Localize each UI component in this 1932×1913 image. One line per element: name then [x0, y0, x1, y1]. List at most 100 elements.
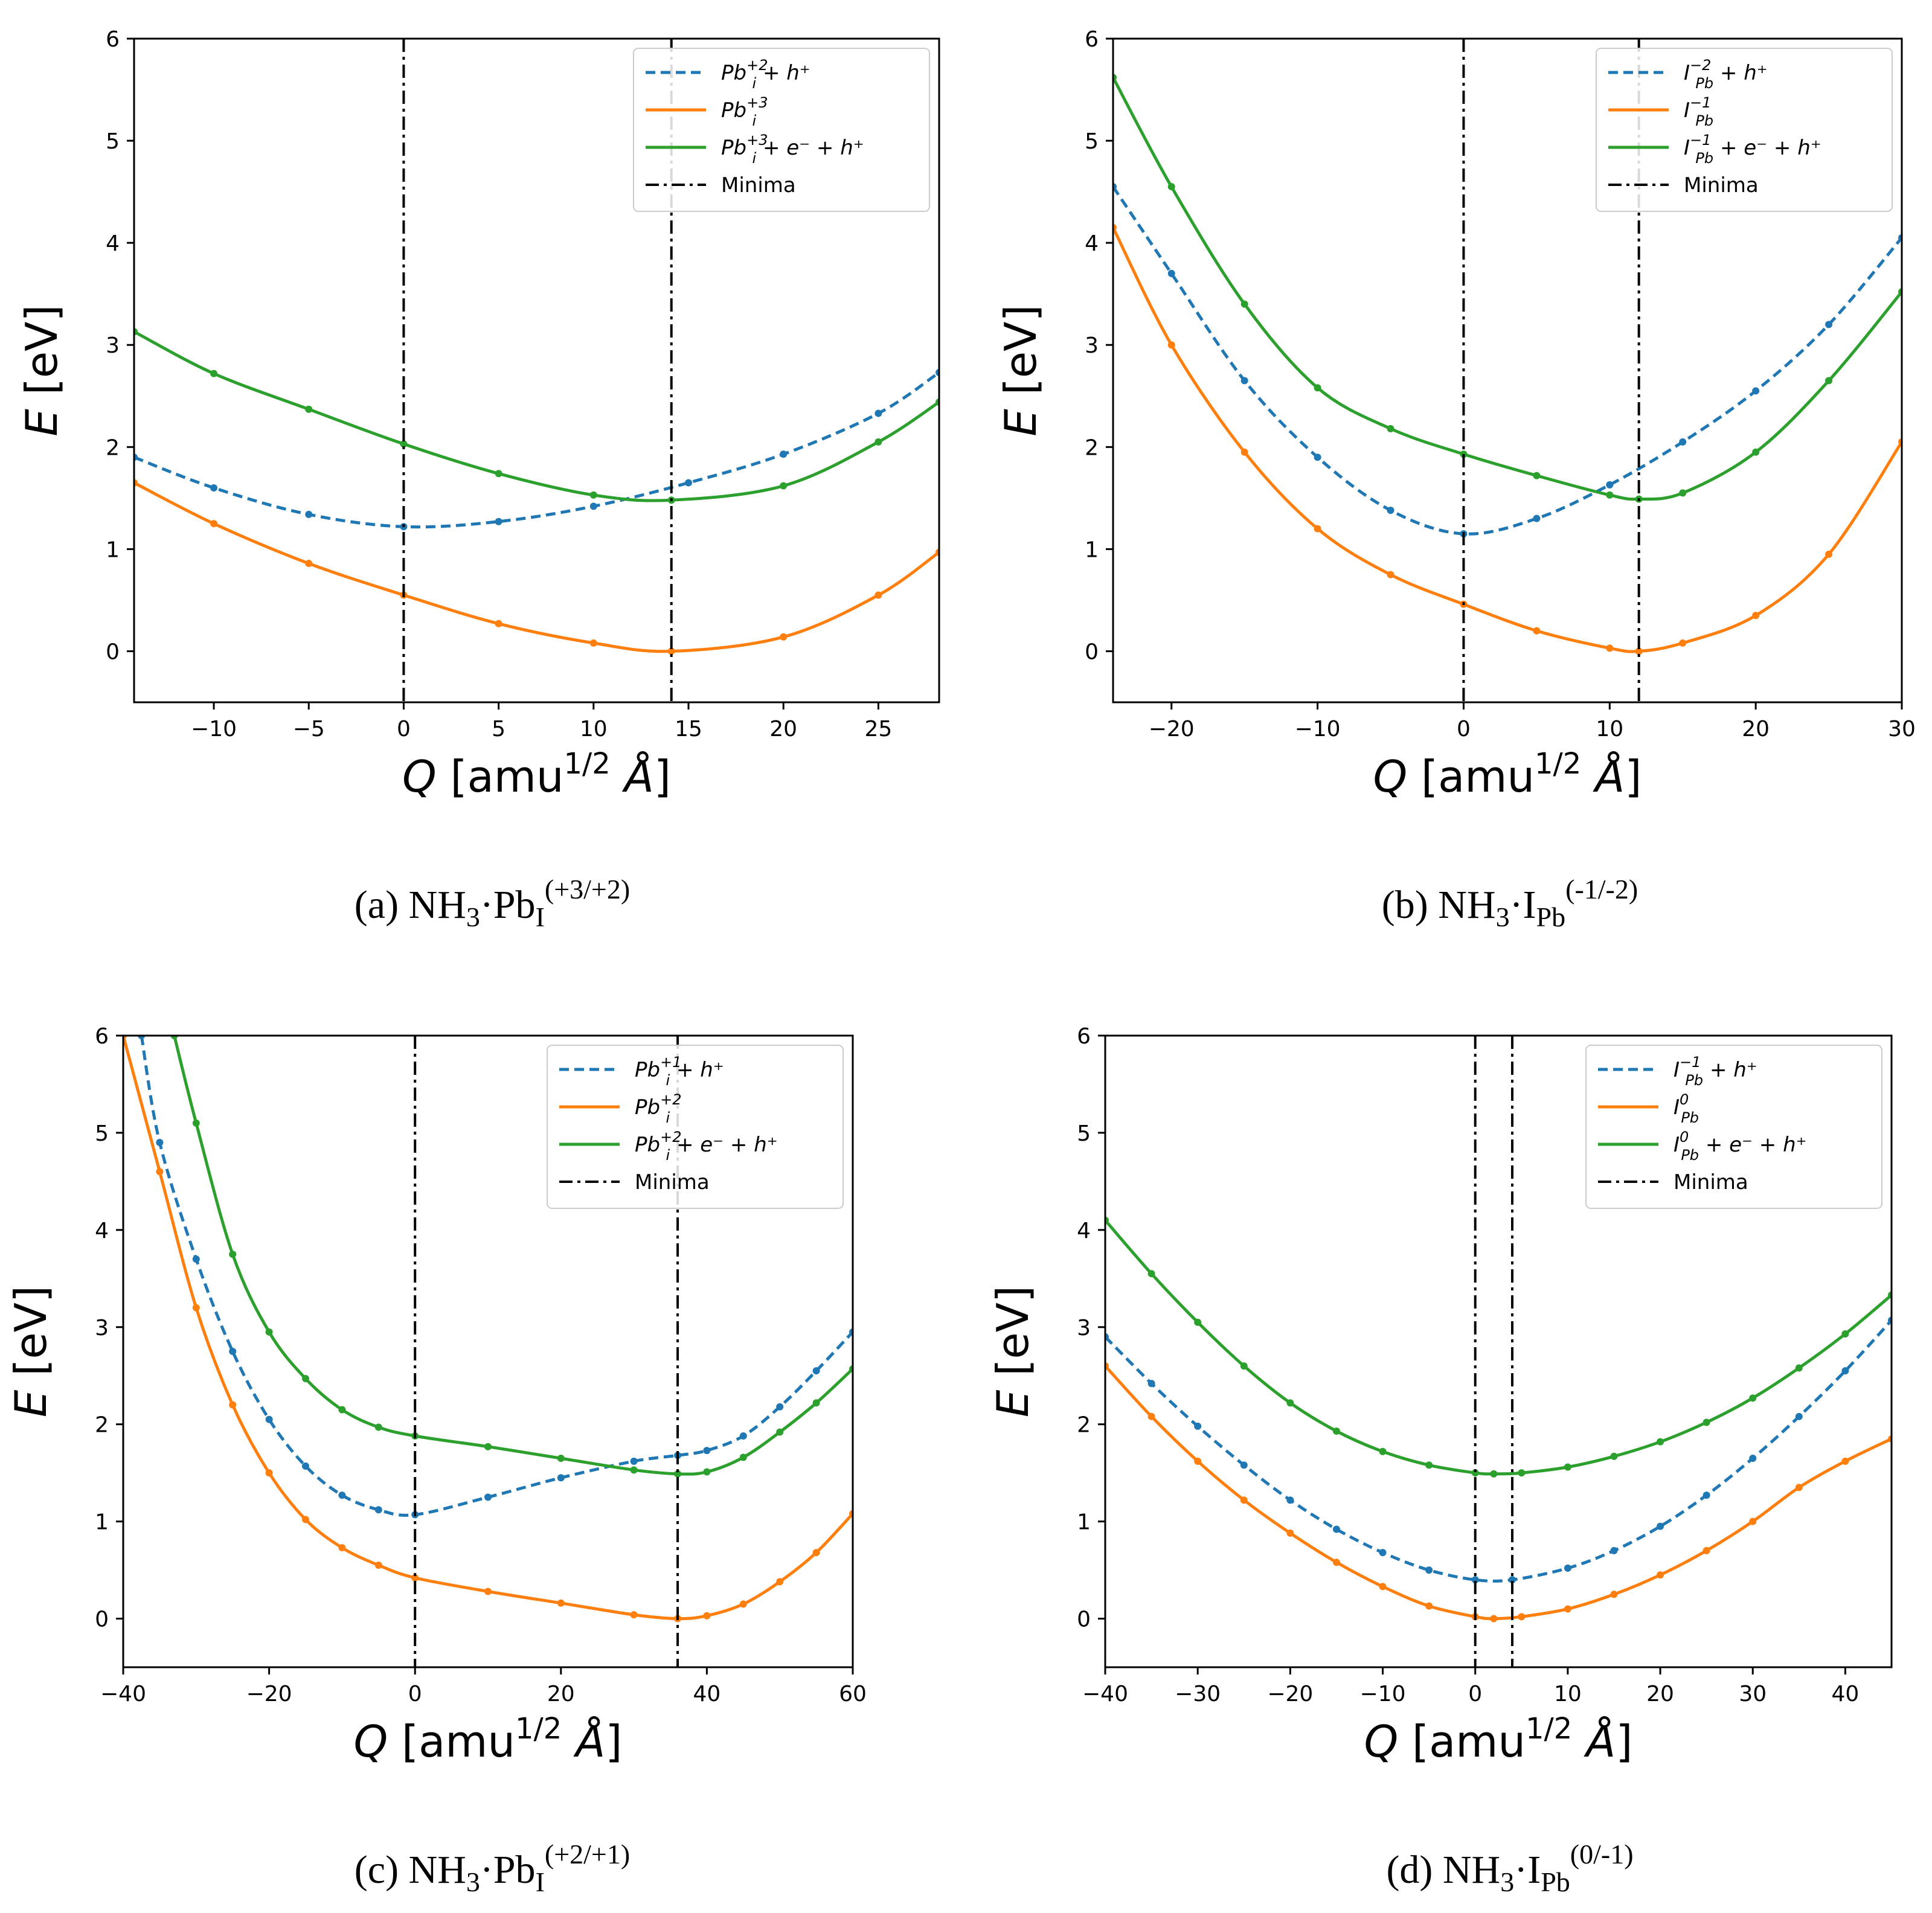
legend: I−1 Pb + h⁺I0 Pb I0 Pb + e⁻ + h⁺ Minima: [1585, 1045, 1882, 1209]
data-point: [265, 1469, 273, 1477]
legend-label-2: Pb+3 i: [721, 94, 768, 129]
data-point: [1749, 1517, 1757, 1525]
y-tick-label: 6: [1085, 27, 1099, 52]
data-point: [1679, 639, 1687, 647]
series-line-1: [1105, 1319, 1892, 1583]
data-point: [156, 1139, 164, 1147]
legend-minima-label: Minima: [635, 1170, 710, 1194]
y-tick-label: 2: [1085, 435, 1099, 460]
data-point: [875, 438, 882, 446]
data-point: [630, 1611, 638, 1619]
series-line-3: [134, 330, 939, 502]
y-tick-label: 0: [95, 1607, 109, 1632]
data-point: [1703, 1546, 1710, 1554]
data-point: [1147, 1380, 1155, 1388]
data-point: [703, 1447, 711, 1455]
data-point: [302, 1375, 309, 1383]
data-point: [338, 1544, 346, 1552]
y-axis-label: E [eV]: [16, 304, 67, 436]
data-point: [305, 405, 313, 413]
x-tick-label: 25: [864, 717, 892, 742]
x-tick-label: −40: [1082, 1682, 1128, 1706]
legend-minima-label: Minima: [1674, 1170, 1748, 1194]
chart-panel-b: −20 −10 0 10 20 30 0 1 2 3 4 5 6 Q [amu1/2 Å] E [eV] I−…: [995, 27, 1916, 932]
legend: Pb+2 i + h⁺Pb+3 iPb+3 i + e⁻ + h⁺ Minima: [633, 48, 930, 212]
data-point: [1518, 1613, 1526, 1621]
data-point: [1795, 1364, 1803, 1372]
y-tick-label: 4: [95, 1219, 109, 1243]
x-tick-label: 15: [675, 717, 702, 742]
data-point: [1841, 1330, 1849, 1338]
legend-label-1: Pb+2 i + h⁺: [721, 57, 810, 92]
data-point: [1194, 1422, 1202, 1430]
data-point: [1490, 1615, 1498, 1623]
chart-panel-c: −40 −20 0 20 40 60 0 1 2 3 4 5 6 Q [amu1/2 Å] E [eV] Pb…: [5, 1024, 867, 1897]
data-point: [589, 491, 597, 499]
data-point: [1286, 1399, 1294, 1407]
data-point: [1657, 1522, 1664, 1530]
data-point: [1379, 1447, 1387, 1455]
data-point: [210, 484, 218, 492]
x-tick-label: 40: [1832, 1682, 1860, 1706]
data-point: [1703, 1492, 1710, 1499]
data-point: [1749, 1455, 1757, 1463]
data-point: [1606, 481, 1614, 489]
x-tick-label: 10: [580, 717, 608, 742]
x-tick-label: 0: [1468, 1682, 1482, 1706]
data-point: [1606, 644, 1614, 652]
y-tick-label: 0: [1077, 1607, 1091, 1632]
data-point: [776, 1428, 784, 1436]
data-point: [557, 1455, 565, 1463]
axes-frame: [133, 37, 940, 703]
data-point: [229, 1251, 237, 1258]
data-point: [411, 1574, 419, 1581]
data-point: [780, 450, 788, 458]
y-axis-label: E [eV]: [987, 1286, 1038, 1417]
data-point: [1314, 384, 1321, 392]
data-point: [1564, 1463, 1571, 1471]
legend-label-1: Pb+1 i + h⁺: [635, 1054, 724, 1089]
data-point: [1564, 1605, 1571, 1613]
series-line-2: [1113, 226, 1902, 653]
data-point: [1841, 1457, 1849, 1465]
data-point: [1332, 1427, 1340, 1435]
data-point: [1314, 525, 1321, 533]
data-point: [400, 440, 408, 448]
data-point: [210, 370, 218, 377]
y-tick-label: 4: [1077, 1219, 1091, 1243]
x-tick-label: 10: [1596, 717, 1623, 742]
data-point: [192, 1255, 200, 1263]
data-point: [338, 1406, 346, 1414]
data-point: [1841, 1367, 1849, 1375]
x-axis-label: Q [amu1/2 Å]: [402, 747, 671, 802]
data-point: [192, 1119, 200, 1127]
data-point: [875, 591, 882, 599]
data-point: [674, 1470, 682, 1478]
data-point: [812, 1399, 820, 1407]
legend-minima-label: Minima: [721, 173, 796, 197]
y-tick-label: 3: [106, 333, 120, 358]
data-point: [1679, 489, 1687, 497]
data-point: [1490, 1470, 1498, 1478]
legend: Pb+1 i + h⁺Pb+2 iPb+2 i + e⁻ + h⁺ Minima: [547, 1045, 844, 1209]
x-tick-label: −30: [1175, 1682, 1221, 1706]
x-tick-label: 0: [397, 717, 411, 742]
data-point: [374, 1423, 382, 1431]
legend-label-2: I−1 Pb: [1684, 94, 1713, 129]
y-tick-label: 6: [1077, 1024, 1091, 1049]
data-point: [495, 518, 502, 525]
chart-panel-a: −10 −5 0 5 10 15 20 25 0 1 2 3 4 5 6 Q [amu1/2 Å] E [eV]…: [16, 27, 940, 932]
data-point: [265, 1415, 273, 1423]
data-point: [1167, 183, 1175, 191]
y-tick-label: 6: [106, 27, 120, 52]
data-point: [1379, 1583, 1387, 1591]
y-tick-label: 6: [95, 1024, 109, 1049]
y-axis-label: E [eV]: [995, 304, 1046, 436]
legend-label-3: I−1 Pb + e⁻ + h⁺: [1684, 132, 1821, 167]
axes-frame: [1104, 1034, 1893, 1668]
data-point: [1425, 1461, 1433, 1469]
data-point: [210, 520, 218, 528]
y-tick-label: 3: [1077, 1316, 1091, 1341]
data-point: [1387, 507, 1394, 514]
